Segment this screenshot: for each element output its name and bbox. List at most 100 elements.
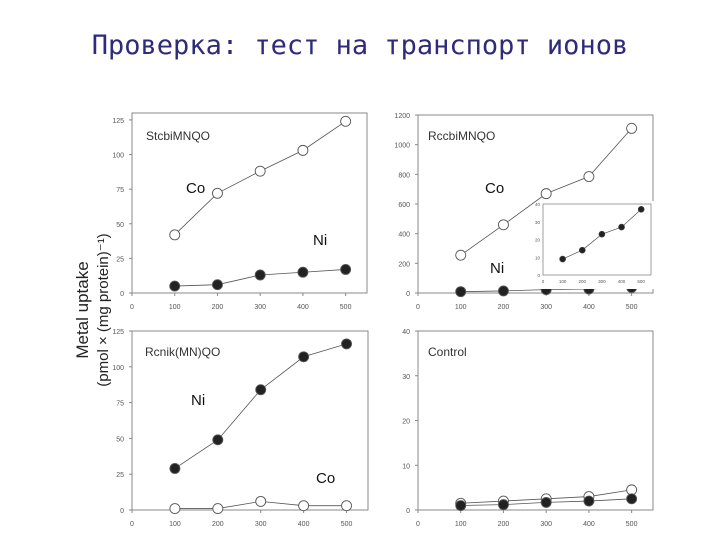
- open-circle-marker: [540, 188, 552, 200]
- filled-circle-marker: [255, 384, 267, 396]
- x-tick-label: 100: [169, 521, 181, 528]
- open-circle-marker: [298, 500, 310, 512]
- x-tick-label: 500: [341, 521, 353, 528]
- inset-filled-circle-marker: [598, 230, 606, 238]
- plot-frame: [131, 112, 368, 294]
- inset-x-tick-label: 400: [618, 279, 626, 284]
- open-circle-marker: [297, 144, 309, 156]
- open-circle-marker: [255, 495, 267, 507]
- y-axis-label-line1: Metal uptake: [73, 261, 92, 358]
- x-tick-label: 500: [626, 304, 638, 311]
- filled-circle-marker: [341, 338, 352, 350]
- filled-circle-marker: [169, 280, 181, 292]
- series-annotation-co: Co: [186, 180, 205, 197]
- inset-y-tick-label: 30: [535, 220, 541, 225]
- shared-y-axis-label: Metal uptake (pmol × (mg protein)⁻¹): [73, 233, 112, 386]
- series-annotation-ni: Ni: [191, 392, 205, 409]
- inset-filled-circle-marker: [578, 246, 586, 254]
- inset-filled-circle-marker: [618, 223, 625, 231]
- x-tick-label: 400: [298, 521, 310, 528]
- x-tick-label: 300: [254, 304, 266, 311]
- x-tick-label: 400: [583, 521, 595, 528]
- x-tick-label: 0: [130, 521, 134, 528]
- open-circle-marker: [212, 187, 223, 199]
- panel-title: Rcnik(MN)QO: [145, 345, 220, 359]
- y-tick-label: 0: [406, 508, 410, 515]
- inset-y-tick-label: 10: [535, 255, 541, 260]
- open-circle-marker: [455, 249, 467, 261]
- series-annotation-co: Co: [316, 470, 335, 487]
- inset-filled-circle-marker: [637, 206, 645, 213]
- panel-title: StcbiMNQO: [146, 129, 210, 143]
- y-tick-label: 400: [398, 232, 410, 239]
- inset-frame: [542, 203, 652, 276]
- series-annotation-co: Co: [485, 180, 504, 197]
- inset-filled-circle-marker: [559, 255, 566, 263]
- y-tick-label: 75: [116, 187, 124, 194]
- open-circle-marker: [169, 229, 181, 241]
- open-circle-marker: [583, 171, 595, 183]
- open-circle-marker: [626, 122, 638, 134]
- inset-x-tick-label: 100: [559, 279, 567, 284]
- y-tick-label: 30: [402, 374, 410, 381]
- series-annotation-ni: Ni: [313, 232, 327, 249]
- panel-title: RccbiMNQO: [428, 129, 495, 143]
- open-circle-marker: [340, 115, 352, 127]
- x-tick-label: 500: [626, 521, 638, 528]
- inset-y-tick-label: 0: [537, 273, 540, 278]
- x-tick-label: 300: [255, 521, 267, 528]
- x-tick-label: 0: [130, 304, 134, 311]
- inset-x-tick-label: 300: [598, 279, 606, 284]
- filled-circle-marker: [455, 500, 467, 511]
- x-tick-label: 100: [455, 521, 467, 528]
- filled-circle-marker: [540, 496, 552, 508]
- x-tick-label: 400: [583, 304, 595, 311]
- inset-x-tick-label: 500: [637, 279, 645, 284]
- y-tick-label: 200: [398, 261, 410, 268]
- y-tick-label: 40: [402, 329, 410, 336]
- panel-title: Control: [428, 345, 467, 359]
- y-axis-label-line2: (pmol × (mg protein)⁻¹): [95, 233, 112, 386]
- y-tick-label: 1200: [394, 113, 410, 120]
- x-tick-label: 0: [416, 304, 420, 311]
- filled-circle-marker: [254, 269, 266, 281]
- filled-circle-marker: [297, 266, 309, 278]
- x-tick-label: 200: [498, 521, 510, 528]
- open-circle-marker: [169, 503, 181, 515]
- chart-panel-1: 0 25 50 75 100 125 0 100 200 300 400 500 StcbiMNQO Co…: [112, 112, 368, 311]
- filled-circle-marker: [455, 286, 467, 298]
- x-tick-label: 100: [455, 304, 467, 311]
- x-tick-label: 200: [212, 304, 224, 311]
- y-tick-label: 50: [116, 222, 124, 229]
- filled-circle-marker: [583, 495, 595, 507]
- y-tick-label: 0: [406, 291, 410, 298]
- y-tick-label: 1000: [394, 143, 410, 150]
- y-tick-label: 75: [116, 401, 124, 408]
- plot-frame: [131, 330, 369, 511]
- x-tick-label: 500: [340, 304, 352, 311]
- y-tick-label: 100: [112, 365, 124, 372]
- x-tick-label: 300: [540, 304, 552, 311]
- x-tick-label: 100: [169, 304, 181, 311]
- y-tick-label: 50: [116, 436, 124, 443]
- filled-circle-marker: [498, 499, 509, 511]
- open-circle-marker: [341, 500, 352, 512]
- y-tick-label: 20: [402, 419, 410, 426]
- y-tick-label: 0: [120, 291, 124, 298]
- page-title: Проверка: тест на транспорт ионов: [91, 30, 629, 61]
- filled-circle-marker: [212, 434, 224, 446]
- filled-circle-marker: [498, 285, 509, 297]
- y-tick-label: 100: [112, 153, 124, 160]
- x-tick-label: 300: [540, 521, 552, 528]
- y-tick-label: 25: [116, 472, 124, 479]
- x-tick-label: 200: [212, 521, 224, 528]
- inset-y-tick-label: 20: [535, 238, 541, 243]
- series-annotation-ni: Ni: [490, 260, 504, 277]
- filled-circle-marker: [626, 493, 638, 505]
- y-tick-label: 600: [398, 202, 410, 209]
- plot-frame: [417, 330, 654, 511]
- filled-circle-marker: [340, 264, 352, 275]
